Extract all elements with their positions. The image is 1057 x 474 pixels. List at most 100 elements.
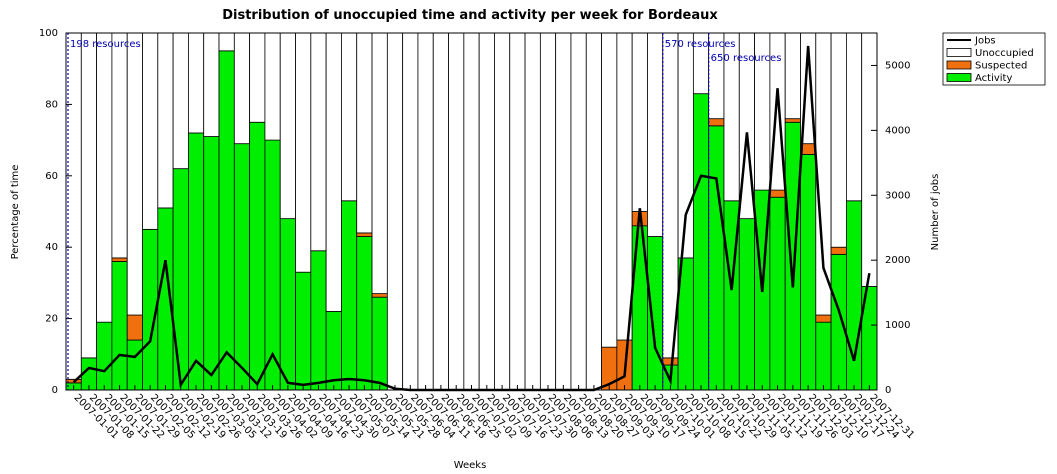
bar-segment — [218, 50, 235, 391]
bar-segment — [188, 32, 205, 134]
bar-segment — [845, 200, 863, 391]
bar-segment — [249, 32, 266, 123]
bar-segment — [356, 236, 373, 391]
bar-segment — [341, 200, 358, 391]
bar-segment — [524, 32, 541, 391]
bar-segment — [188, 132, 205, 391]
bar-segment — [325, 32, 342, 312]
bar-segment — [172, 32, 189, 170]
x-axis-label: Weeks — [454, 460, 487, 471]
bar-segment — [356, 32, 373, 234]
bar-segment — [142, 32, 159, 230]
legend-label: Jobs — [974, 36, 996, 47]
bar-segment — [601, 32, 618, 348]
bar-segment — [463, 32, 480, 391]
bar-segment — [509, 32, 526, 391]
bar-segment — [126, 32, 143, 316]
bar-segment — [784, 32, 801, 120]
bar-segment — [830, 246, 847, 255]
bar-segment — [295, 32, 312, 273]
bar-segment — [555, 32, 572, 391]
bar-segment — [417, 32, 434, 391]
bar-segment — [402, 32, 419, 391]
y2-tick-label: 4000 — [885, 125, 910, 136]
bar-segment — [494, 32, 511, 391]
bar-segment — [769, 189, 786, 198]
bar-segment — [111, 257, 128, 262]
y2-tick-label: 3000 — [885, 190, 910, 201]
y-tick-label: 80 — [45, 99, 58, 110]
legend-label: Unoccupied — [975, 48, 1034, 59]
annotation-text: 650 resources — [711, 53, 782, 64]
legend-label: Activity — [975, 73, 1012, 84]
bar-segment — [662, 357, 679, 366]
y2-tick-label: 2000 — [885, 255, 910, 266]
bar-segment — [478, 32, 495, 391]
bar-segment — [386, 32, 404, 391]
legend-swatch — [946, 73, 972, 82]
y-tick-label: 40 — [45, 242, 58, 253]
bar-segment — [111, 32, 128, 259]
bar-segment — [708, 118, 725, 127]
y2-axis-label: Number of jobs — [930, 174, 941, 251]
line-series — [72, 45, 871, 392]
bar-segment — [279, 218, 296, 391]
bar-segment — [295, 271, 312, 391]
legend-swatch — [946, 48, 972, 57]
bar-segment — [432, 32, 449, 391]
bar-segment — [310, 250, 327, 391]
bar-segment — [126, 314, 143, 341]
bar-segment — [371, 32, 388, 295]
bar-segment — [80, 32, 98, 359]
bar-segment — [738, 218, 755, 391]
bar-segment — [157, 32, 174, 209]
bar-segment — [647, 236, 664, 391]
bar-segment — [647, 32, 664, 237]
bar-segment — [203, 136, 220, 391]
bar-segment — [539, 32, 557, 391]
bar-segment — [264, 32, 281, 141]
bar-segment — [126, 339, 143, 391]
bar-segment — [845, 32, 863, 202]
annotation-text: 570 resources — [665, 39, 736, 50]
y-tick-label: 60 — [45, 171, 58, 182]
bar-segment — [784, 121, 801, 391]
legend-label: Suspected — [975, 61, 1027, 72]
bar-segment — [203, 32, 220, 137]
bar-segment — [784, 118, 801, 123]
bar-segment — [585, 32, 602, 391]
bar-segment — [815, 314, 832, 323]
bar-segment — [172, 168, 189, 391]
bar-segment — [448, 32, 465, 391]
bar-segment — [371, 293, 388, 298]
bar-segment — [692, 93, 710, 391]
bar-segment — [279, 32, 296, 220]
bar-segment — [111, 261, 128, 391]
y-axis-label: Percentage of time — [10, 165, 21, 260]
bar-segment — [800, 153, 817, 391]
y-tick-label: 100 — [39, 28, 58, 39]
bar-segment — [310, 32, 327, 252]
y-tick-label: 20 — [45, 314, 58, 325]
bar-segment — [233, 32, 251, 145]
bar-segment — [769, 196, 786, 391]
annotation-text: 198 resources — [70, 39, 141, 50]
bar-segment — [96, 32, 113, 323]
bar-segment — [815, 321, 832, 391]
y2-tick-label: 5000 — [885, 60, 910, 71]
bar-segment — [830, 32, 847, 248]
bar-segment — [218, 32, 235, 52]
bar-segment — [830, 253, 847, 391]
y2-tick-label: 0 — [885, 385, 891, 396]
bar-segment — [570, 32, 587, 391]
bar-segment — [341, 32, 358, 202]
bar-segment — [371, 296, 388, 391]
bar-segment — [233, 143, 251, 391]
chart-title: Distribution of unoccupied time and acti… — [222, 8, 718, 23]
bar-segment — [249, 121, 266, 391]
bar-segment — [356, 232, 373, 237]
bar-segment — [96, 321, 113, 391]
legend-swatch — [946, 60, 972, 70]
y2-tick-label: 1000 — [885, 320, 910, 331]
